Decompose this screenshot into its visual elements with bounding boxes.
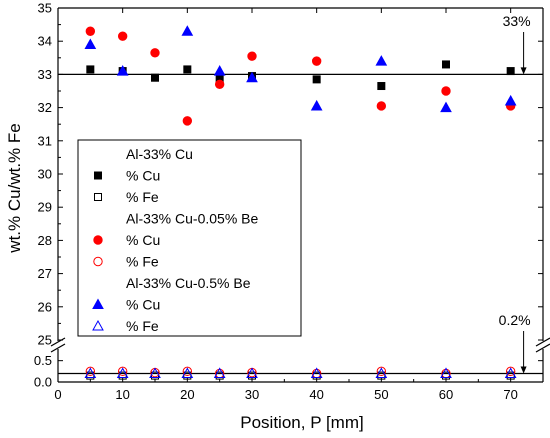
y-tick-label: 29	[38, 200, 52, 215]
legend-marker	[94, 171, 102, 180]
data-point	[311, 56, 322, 66]
annotation-cu-label: 33%	[503, 13, 531, 29]
data-point	[117, 31, 128, 41]
data-point	[375, 367, 388, 378]
data-point	[151, 73, 159, 82]
y-tick-label: 30	[38, 167, 52, 182]
y-tick-label: 31	[38, 133, 52, 148]
axis-break-mark-left	[50, 343, 66, 353]
x-tick-label: 50	[374, 387, 388, 402]
data-point	[84, 38, 97, 50]
series-0	[86, 60, 515, 91]
data-point	[246, 71, 258, 83]
data-point	[86, 65, 95, 74]
data-point	[150, 48, 160, 58]
legend-entry-label: % Cu	[126, 297, 160, 313]
axis-break-mark-right	[535, 343, 550, 353]
data-point	[505, 366, 516, 377]
y-tick-label: 26	[38, 299, 52, 314]
series-5	[84, 367, 517, 378]
data-point	[246, 367, 258, 378]
legend-marker	[93, 256, 103, 267]
legend-box	[77, 139, 302, 337]
data-point	[183, 65, 192, 74]
data-point	[116, 367, 129, 378]
legend-group-title: Al-33% Cu-0.5% Be	[126, 275, 251, 291]
data-point	[310, 367, 323, 378]
legend-marker	[93, 235, 103, 245]
data-point	[442, 60, 450, 69]
data-point	[213, 367, 226, 378]
y-axis-label: wt.% Cu/wt.% Fe	[5, 123, 24, 253]
x-tick-label: 40	[309, 387, 323, 402]
y-tick-label: 34	[38, 34, 52, 49]
data-point	[85, 366, 96, 377]
y-tick-label: 27	[38, 266, 52, 281]
annotation-fe-label: 0.2%	[499, 312, 531, 328]
annotation-arrowhead	[520, 67, 527, 75]
axis-break-mark-right	[535, 337, 550, 347]
legend-entry-label: % Cu	[126, 168, 160, 184]
y-tick-label: 32	[38, 100, 52, 115]
y-tick-label: 0.5	[34, 353, 52, 368]
data-point	[150, 367, 160, 378]
data-point	[117, 366, 128, 377]
axes-layer: 0 10 20 30 40 50 60 70 25 26 27 28 29 30 31 32 33 34 35 0.0…	[34, 1, 550, 402]
y-tick-label: 35	[38, 1, 52, 16]
y-tick-label: 0.0	[34, 375, 52, 390]
data-layer	[84, 25, 517, 380]
y-tick-label: 25	[38, 333, 52, 348]
data-point	[181, 367, 194, 378]
legend-group-title: Al-33% Cu-0.05% Be	[126, 211, 259, 227]
x-tick-label: 30	[245, 387, 259, 402]
data-point	[441, 86, 451, 96]
x-tick-label: 0	[54, 387, 61, 402]
data-point	[440, 101, 452, 113]
legend-marker	[92, 298, 104, 309]
data-point	[213, 65, 226, 76]
data-point	[504, 367, 517, 378]
data-point	[376, 366, 387, 377]
data-point	[85, 26, 96, 36]
data-point	[310, 99, 323, 111]
data-point	[84, 367, 97, 378]
x-tick-label: 10	[115, 387, 129, 402]
data-point	[312, 75, 321, 84]
series-2	[85, 26, 516, 126]
annotations-layer: 33% 0.2%	[499, 13, 531, 374]
data-point	[440, 367, 452, 378]
data-point	[247, 367, 257, 378]
legend-entry-label: % Cu	[126, 232, 160, 248]
legend-marker	[92, 319, 104, 331]
data-point	[149, 367, 161, 378]
axis-break-mark-left	[50, 337, 66, 347]
legend-group-title: Al-33% Cu	[126, 146, 193, 162]
x-tick-label: 20	[180, 387, 194, 402]
data-point	[376, 101, 387, 111]
series-4	[84, 25, 517, 113]
legend-marker	[94, 193, 102, 201]
legend-entry-label: % Fe	[126, 254, 159, 270]
data-point	[181, 25, 194, 36]
legend-entry-label: % Fe	[126, 189, 159, 205]
y-tick-label: 28	[38, 233, 52, 248]
data-point	[375, 55, 388, 66]
data-point	[504, 94, 517, 106]
data-point	[182, 366, 193, 377]
annotation-arrowhead	[520, 366, 527, 374]
y-tick-label: 33	[38, 67, 52, 82]
data-point	[116, 65, 129, 76]
legend: Al-33% Cu % Cu % Fe Al-33% Cu-0.05% Be % Cu%…	[77, 139, 302, 337]
data-point	[214, 79, 225, 90]
data-point	[506, 67, 515, 76]
data-point	[182, 116, 193, 126]
x-axis-label: Position, P [mm]	[240, 413, 363, 432]
legend-entry-label: % Fe	[126, 318, 159, 334]
x-tick-label: 70	[503, 387, 517, 402]
x-tick-label: 60	[439, 387, 453, 402]
data-point	[377, 82, 386, 91]
reference-lines-layer	[58, 73, 543, 375]
data-point	[247, 51, 257, 61]
